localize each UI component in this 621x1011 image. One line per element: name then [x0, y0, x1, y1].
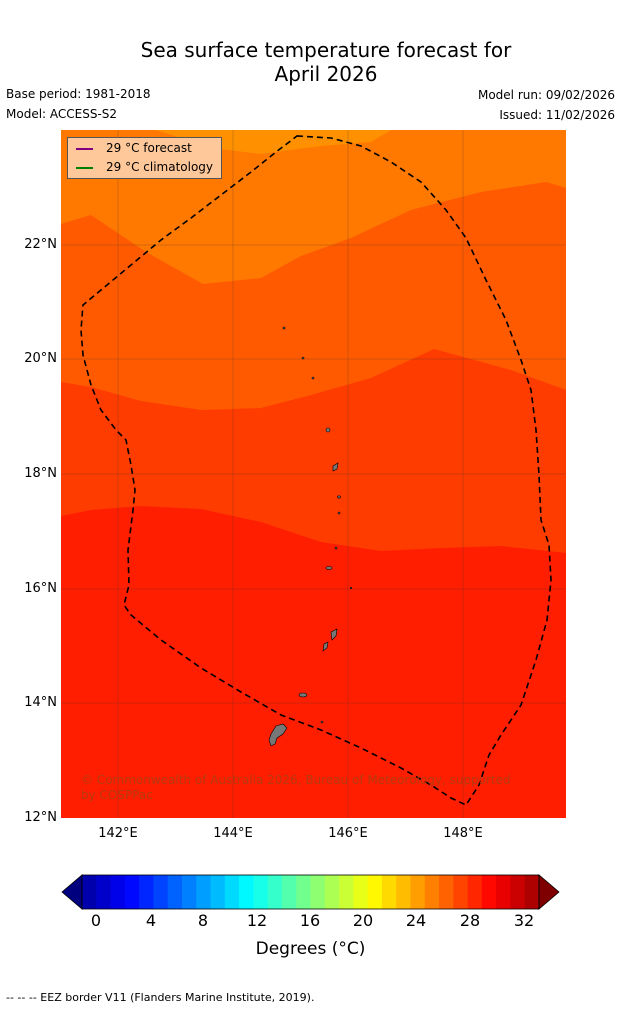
- colorbar-cell: [253, 875, 269, 909]
- colorbar-cell: [424, 875, 440, 909]
- colorbar-cell: [339, 875, 354, 909]
- colorbar-tick-4: 4: [145, 911, 157, 930]
- colorbar-cell: [296, 875, 311, 909]
- colorbar-tick-12: 12: [246, 911, 268, 930]
- colorbar-cell: [281, 875, 297, 909]
- copyright-notice: © Commonwealth of Australia 2026, Bureau…: [81, 773, 511, 802]
- colorbar-cell: [196, 875, 211, 909]
- lat-label-14: 14°N: [24, 695, 57, 710]
- lon-label-142: 142°E: [98, 826, 138, 841]
- model-name: Model: ACCESS-S2: [6, 107, 118, 121]
- colorbar-cell: [396, 875, 411, 909]
- legend-climatology-label: 29 °C climatology: [106, 160, 214, 174]
- colorbar-tick-28: 28: [459, 911, 481, 930]
- title-line-2: April 2026: [274, 62, 378, 86]
- map-svg: [61, 130, 566, 818]
- colorbar-cell: [467, 875, 483, 909]
- lon-label-146: 146°E: [328, 826, 368, 841]
- colorbar-cell: [496, 875, 511, 909]
- island-small-2: [349, 586, 353, 590]
- legend-forecast-swatch: [76, 148, 93, 150]
- colorbar-cell: [210, 875, 226, 909]
- colorbar-frame: [81, 874, 540, 910]
- island-rota: [298, 692, 308, 698]
- colorbar-cell: [310, 875, 326, 909]
- lat-label-12: 12°N: [24, 810, 57, 825]
- colorbar-cell: [381, 875, 397, 909]
- legend-forecast-label: 29 °C forecast: [106, 141, 192, 155]
- colorbar-tick-32: 32: [513, 911, 535, 930]
- island-farallon: [282, 326, 286, 330]
- issued-date: Issued: 11/02/2026: [499, 108, 615, 122]
- colorbar-cell: [181, 875, 197, 909]
- colorbar-cell: [481, 875, 497, 909]
- colorbar-cell: [167, 875, 183, 909]
- lon-label-148: 148°E: [443, 826, 483, 841]
- lat-label-18: 18°N: [24, 466, 57, 481]
- colorbar-cell: [139, 875, 154, 909]
- lon-label-144: 144°E: [213, 826, 253, 841]
- colorbar-label: Degrees (°C): [255, 939, 366, 959]
- colorbar-cell: [439, 875, 454, 909]
- colorbar-tick-24: 24: [405, 911, 427, 930]
- island-tinian-saipan: [322, 628, 338, 652]
- island-small-1: [320, 720, 324, 724]
- colorbar-cell: [267, 875, 283, 909]
- island-agrihan: [325, 427, 331, 433]
- colorbar-cell: [410, 875, 426, 909]
- colorbar-tick-0: 0: [90, 911, 102, 930]
- legend-climatology-swatch: [76, 167, 93, 169]
- island-guguan: [337, 511, 341, 515]
- colorbar-cell: [524, 875, 540, 909]
- colorbar-cell: [453, 875, 468, 909]
- sst-map: [61, 130, 566, 818]
- title-line-1: Sea surface temperature forecast for: [140, 38, 512, 62]
- colorbar-cell: [153, 875, 169, 909]
- islands: [268, 326, 353, 747]
- base-period: Base period: 1981-2018: [6, 87, 151, 101]
- map-legend: 29 °C forecast 29 °C climatology: [67, 137, 222, 179]
- colorbar-tick-20: 20: [352, 911, 374, 930]
- colorbar-cell: [239, 875, 254, 909]
- eez-footnote: -- -- -- EEZ border V11 (Flanders Marine…: [6, 991, 315, 1004]
- island-pagan: [332, 462, 339, 472]
- model-run: Model run: 09/02/2026: [477, 88, 615, 102]
- lat-label-16: 16°N: [24, 581, 57, 596]
- colorbar-min-arrow: [61, 874, 83, 910]
- colorbar-cell: [353, 875, 369, 909]
- colorbar-tick-16: 16: [299, 911, 321, 930]
- colorbar-cells: [82, 875, 540, 909]
- grid-lines: [61, 130, 566, 818]
- colorbar-cell: [224, 875, 240, 909]
- chart-title: Sea surface temperature forecast for Apr…: [0, 38, 621, 86]
- island-alamagan: [337, 495, 341, 499]
- island-maug: [301, 356, 305, 360]
- colorbar-cell: [96, 875, 111, 909]
- island-guam: [268, 723, 288, 747]
- eez-border: [80, 135, 552, 807]
- colorbar-cell: [324, 875, 340, 909]
- colorbar-tick-8: 8: [197, 911, 209, 930]
- colorbar-cell: [367, 875, 383, 909]
- island-anatahan: [325, 566, 333, 570]
- colorbar-cell: [82, 875, 97, 909]
- colorbar: [61, 874, 560, 910]
- lat-label-20: 20°N: [24, 351, 57, 366]
- colorbar-cell: [124, 875, 140, 909]
- island-sarigan: [334, 546, 338, 550]
- lat-label-22: 22°N: [24, 237, 57, 252]
- colorbar-max-arrow: [538, 874, 560, 910]
- colorbar-cell: [510, 875, 526, 909]
- colorbar-cell: [110, 875, 126, 909]
- island-asuncion: [311, 376, 315, 380]
